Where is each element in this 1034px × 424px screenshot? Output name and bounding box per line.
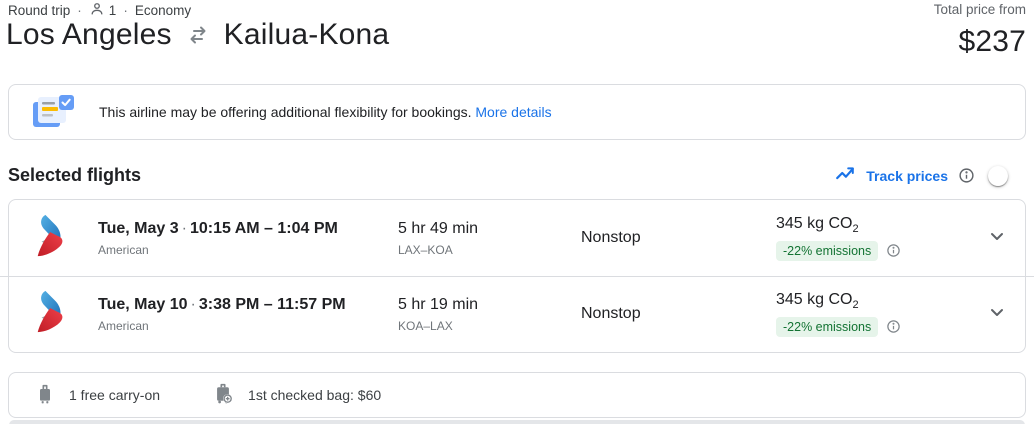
total-price-value: $237 xyxy=(958,25,1026,58)
row-divider xyxy=(0,276,1034,277)
banner-message-text: This airline may be offering additional … xyxy=(99,104,472,120)
origin-city: Los Angeles xyxy=(6,18,172,51)
checked-bag-label: 1st checked bag: $60 xyxy=(248,387,382,403)
separator: · xyxy=(190,295,196,313)
co2-amount: 345 kg CO2 xyxy=(776,215,859,236)
flight-times: 10:15 AM – 1:04 PM xyxy=(189,219,338,237)
track-prices-info-icon[interactable] xyxy=(958,167,975,184)
emissions-badge: -22% emissions xyxy=(776,240,879,261)
flight-stops: Nonstop xyxy=(581,305,641,322)
cabin-class-label: Economy xyxy=(134,3,192,18)
emissions-info-icon[interactable] xyxy=(886,319,901,334)
american-airlines-logo xyxy=(31,289,77,340)
departing-flight-row[interactable]: Tue, May 3 · 10:15 AM – 1:04 PM American 5… xyxy=(9,200,1025,276)
separator: · xyxy=(123,3,128,18)
separator: · xyxy=(77,3,82,18)
track-prices-button[interactable]: Track prices xyxy=(866,167,948,184)
flight-date: Tue, May 3 xyxy=(98,219,179,237)
trending-chart-icon xyxy=(834,162,856,189)
co2-amount: 345 kg CO2 xyxy=(776,291,859,312)
flight-route: KOA–LAX xyxy=(398,318,453,333)
swap-horizontal-icon xyxy=(186,23,210,47)
passenger-count: 1 xyxy=(108,3,117,18)
flight-duration: 5 hr 19 min xyxy=(398,295,479,313)
destination-city: Kailua-Kona xyxy=(223,18,390,51)
next-section-edge xyxy=(9,420,1025,424)
flight-route: LAX–KOA xyxy=(398,242,453,257)
chevron-down-icon[interactable] xyxy=(985,224,1009,253)
american-airlines-logo xyxy=(31,213,77,264)
flight-times: 3:38 PM – 11:57 PM xyxy=(198,295,346,313)
flight-date: Tue, May 10 xyxy=(98,295,188,313)
route-title: Los Angeles Kailua-Kona xyxy=(6,18,389,52)
carry-on-label: 1 free carry-on xyxy=(69,387,161,403)
airline-name: American xyxy=(98,318,149,333)
airline-name: American xyxy=(98,242,149,257)
checked-bag-icon xyxy=(212,382,234,409)
baggage-info-bar: 1 free carry-on 1st checked bag: $60 xyxy=(8,372,1026,418)
flight-duration: 5 hr 49 min xyxy=(398,219,479,237)
emissions-badge: -22% emissions xyxy=(776,316,879,337)
total-price-block: Total price from $237 xyxy=(934,2,1026,59)
trip-type-label: Round trip xyxy=(8,3,71,18)
emissions-info-icon[interactable] xyxy=(886,243,901,258)
more-details-link[interactable]: More details xyxy=(475,104,552,120)
toggle-knob xyxy=(988,165,1008,186)
passenger-icon xyxy=(89,1,105,20)
trip-summary-breadcrumb: Round trip · 1 · Economy xyxy=(8,1,191,20)
selected-flights-title: Selected flights xyxy=(8,165,142,185)
booking-flexibility-icon xyxy=(31,92,77,132)
banner-message: This airline may be offering additional … xyxy=(99,104,552,120)
flexibility-banner: This airline may be offering additional … xyxy=(8,84,1026,140)
track-prices-toggle[interactable] xyxy=(988,165,1026,186)
flight-stops: Nonstop xyxy=(581,229,641,246)
separator: · xyxy=(181,219,187,237)
carry-on-bag-icon xyxy=(35,383,55,408)
return-flight-row[interactable]: Tue, May 10 · 3:38 PM – 11:57 PM American … xyxy=(9,276,1025,352)
total-price-label: Total price from xyxy=(933,2,1026,17)
chevron-down-icon[interactable] xyxy=(985,300,1009,329)
